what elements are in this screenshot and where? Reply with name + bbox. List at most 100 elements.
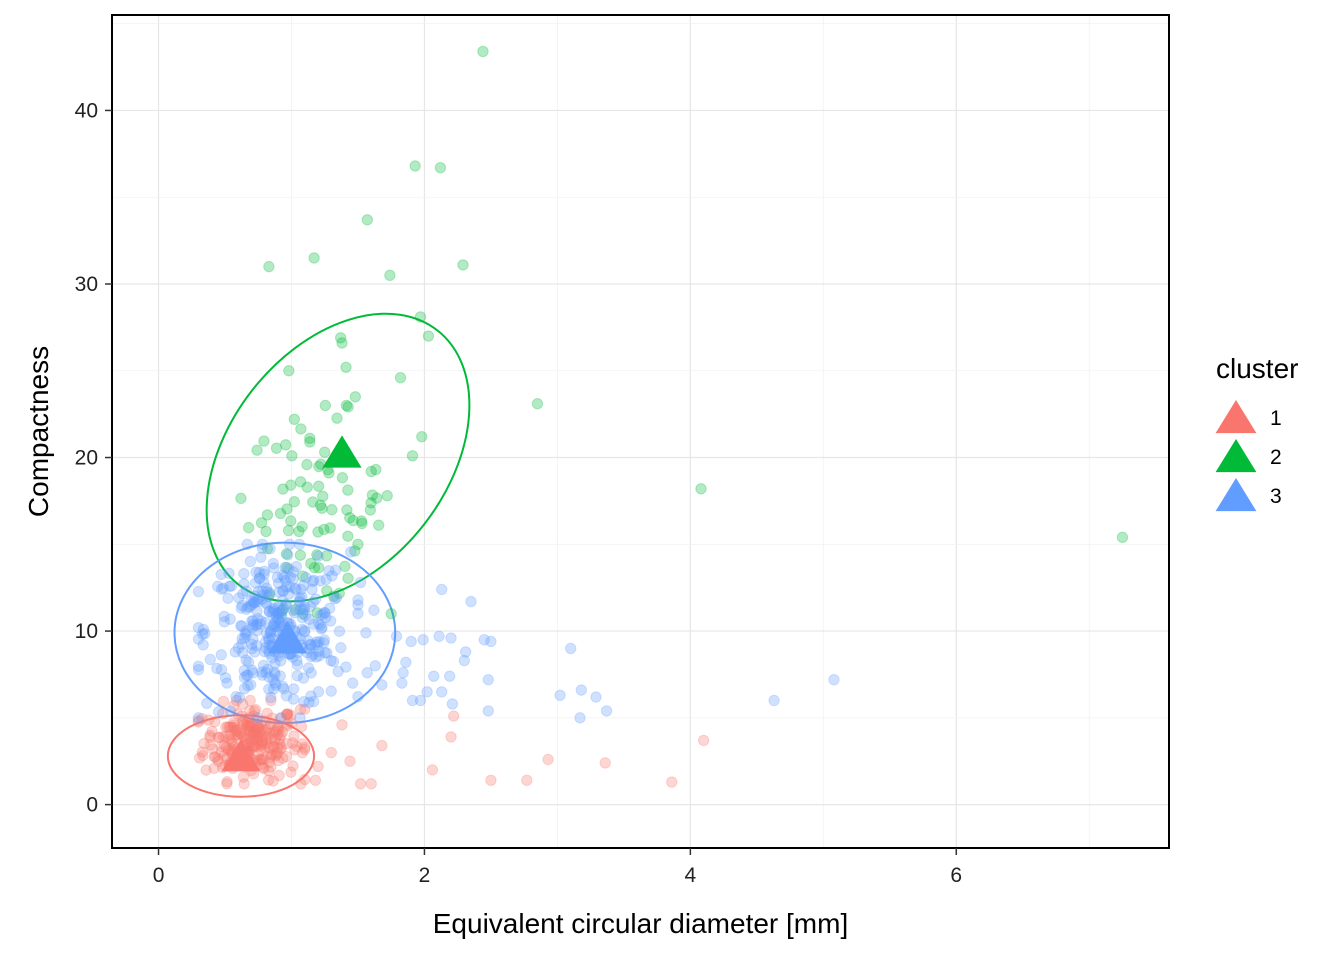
- data-point: [272, 613, 285, 625]
- data-point: [305, 650, 317, 663]
- data-point: [428, 670, 440, 682]
- data-point: [244, 601, 256, 613]
- data-point: [290, 560, 303, 573]
- data-point: [232, 642, 245, 654]
- data-point: [243, 719, 255, 731]
- data-point: [272, 613, 284, 625]
- data-point: [360, 627, 372, 639]
- data-point: [251, 624, 263, 637]
- data-point: [249, 596, 261, 609]
- data-point: [192, 663, 205, 676]
- data-point: [277, 752, 289, 764]
- data-point: [302, 662, 315, 674]
- data-point: [263, 260, 275, 273]
- data-point: [371, 492, 383, 504]
- data-point: [250, 740, 263, 753]
- data-point: [260, 616, 272, 629]
- data-point: [324, 522, 336, 534]
- data-point: [384, 269, 396, 282]
- data-point: [376, 739, 388, 752]
- data-point: [278, 683, 290, 695]
- data-point: [361, 214, 373, 226]
- data-point: [396, 677, 408, 689]
- data-point: [268, 602, 280, 614]
- x-tick-label: 2: [419, 864, 431, 887]
- data-point: [259, 596, 272, 608]
- data-point: [272, 728, 284, 741]
- data-point: [218, 739, 231, 752]
- data-point: [236, 638, 248, 650]
- data-point: [303, 613, 315, 625]
- data-point: [304, 436, 316, 448]
- data-point: [263, 605, 276, 618]
- data-point: [272, 725, 285, 737]
- data-point: [236, 710, 248, 722]
- data-point: [323, 565, 335, 577]
- data-point: [290, 583, 302, 596]
- data-point: [272, 719, 284, 731]
- legend-title: cluster: [1216, 353, 1298, 384]
- data-point: [433, 630, 445, 642]
- data-point: [251, 618, 263, 631]
- data-point: [244, 737, 256, 749]
- data-point: [262, 663, 274, 675]
- data-point: [306, 583, 318, 596]
- data-point: [312, 526, 324, 538]
- data-point: [276, 585, 289, 597]
- data-point: [251, 729, 264, 742]
- data-point: [1116, 531, 1129, 544]
- data-point: [265, 732, 277, 745]
- data-point: [361, 667, 373, 679]
- data-point: [294, 703, 307, 716]
- data-point: [268, 666, 281, 679]
- data-point: [249, 724, 262, 736]
- data-point: [255, 738, 268, 750]
- data-point: [266, 607, 278, 619]
- data-point: [251, 712, 264, 724]
- data-point: [285, 766, 297, 778]
- data-point: [336, 719, 348, 731]
- data-point: [232, 708, 244, 720]
- data-point: [246, 740, 258, 752]
- data-point: [224, 729, 236, 741]
- data-point: [434, 162, 447, 174]
- data-point: [319, 646, 331, 659]
- data-point: [250, 640, 263, 652]
- data-point: [238, 664, 250, 677]
- data-point: [288, 606, 301, 619]
- data-point: [331, 412, 343, 424]
- data-point: [217, 582, 229, 594]
- data-point: [236, 620, 248, 632]
- data-point: [267, 673, 279, 686]
- data-point: [482, 673, 494, 686]
- data-point: [293, 525, 305, 538]
- data-point: [247, 633, 259, 645]
- data-point: [268, 740, 280, 753]
- data-point: [258, 435, 270, 447]
- data-point: [264, 727, 276, 739]
- data-point: [287, 683, 300, 695]
- data-point: [242, 669, 254, 681]
- data-point: [266, 749, 278, 761]
- data-point: [245, 736, 258, 748]
- data-point: [324, 615, 337, 627]
- data-point: [199, 627, 211, 640]
- data-point: [250, 703, 262, 716]
- data-point: [251, 593, 263, 606]
- data-point: [260, 737, 273, 749]
- data-point: [342, 484, 354, 496]
- data-point: [224, 705, 237, 717]
- data-point: [252, 731, 264, 743]
- data-point: [219, 672, 232, 684]
- data-point: [221, 778, 233, 790]
- data-point: [296, 747, 309, 759]
- data-point: [245, 679, 257, 691]
- data-point: [299, 741, 311, 754]
- data-point: [297, 672, 310, 684]
- data-point: [258, 741, 270, 754]
- data-point: [247, 615, 259, 627]
- data-point: [211, 662, 223, 675]
- data-point: [271, 607, 284, 619]
- data-point: [308, 618, 320, 630]
- data-point: [542, 753, 554, 766]
